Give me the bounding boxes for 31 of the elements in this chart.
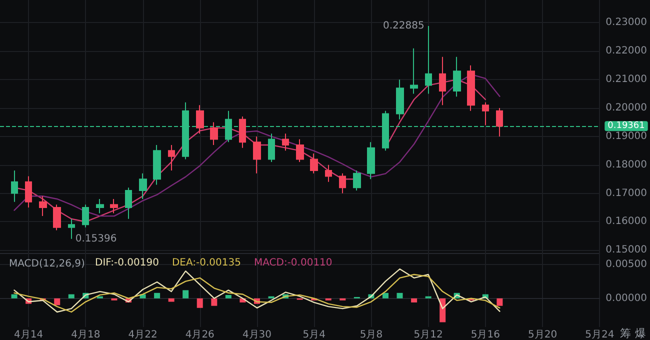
x-tick-label: 5月8: [360, 330, 383, 340]
x-tick-label: 5月12: [414, 330, 443, 340]
x-tick-label: 5月4: [302, 330, 326, 340]
y-tick-label: 0.20000: [606, 102, 648, 114]
y-tick-label: 0.16000: [606, 216, 648, 228]
x-tick-label: 4月26: [185, 330, 214, 340]
x-tick-label: 5月20: [528, 330, 558, 340]
y-tick-label: 0.18000: [606, 159, 648, 170]
y-tick-label: 0.15000: [606, 244, 648, 256]
text: 爆: [635, 327, 646, 340]
x-tick-label: 5月24: [585, 330, 614, 340]
y-tick-label: 0.00000: [606, 292, 648, 304]
annotation: 0.15396: [75, 233, 117, 244]
y-tick-label: 0.21000: [606, 74, 648, 86]
y-tick-label: 0.23000: [606, 17, 648, 28]
series-label: DIF:-0.00190: [95, 258, 159, 268]
x-tick-label: 4月22: [128, 330, 158, 340]
y-tick-label: 0.17000: [606, 188, 648, 199]
x-tick-label: 4月14: [14, 330, 44, 340]
x-tick-label: 5月16: [470, 330, 500, 340]
y-tick-label: 0.00500: [606, 258, 648, 270]
text: 筹: [620, 327, 631, 340]
annotation: 0.22885: [382, 20, 424, 32]
text: MACD(12,26,9): [9, 258, 86, 270]
x-tick-label: 4月30: [242, 330, 272, 340]
y-tick-label: 0.19000: [606, 130, 648, 142]
y-tick-label: 0.22000: [606, 46, 648, 57]
x-tick-label: 4月18: [71, 330, 100, 340]
ref-line-label: 0.19361: [608, 121, 645, 132]
text: MACD:-0.00110: [254, 258, 332, 268]
series-label: DEA:-0.00135: [172, 258, 241, 268]
